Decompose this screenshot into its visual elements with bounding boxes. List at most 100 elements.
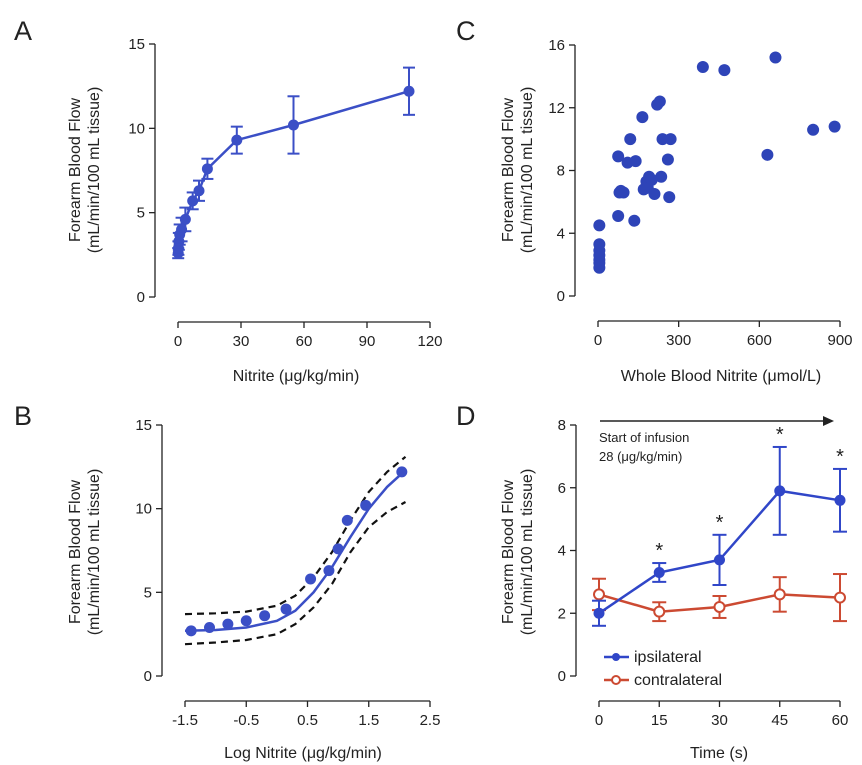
panel-b-x-tick-label: 2.5	[420, 712, 441, 729]
panel-b-y-tick-label: 10	[135, 501, 152, 518]
panel-a-y-axis-label-line: (mL/min/100 mL tissue)	[86, 87, 103, 254]
panel-c-point	[661, 153, 674, 166]
panel-a-point	[187, 195, 199, 207]
panel-d-x-tick-label: 0	[595, 712, 603, 729]
panel-d-significance-star: *	[776, 424, 784, 446]
panel-d-x-tick-label: 15	[651, 712, 668, 729]
panel-d-point-ipsilateral	[714, 554, 725, 566]
panel-a-point	[176, 224, 188, 236]
panel-d-y-axis-label: Forearm Blood Flow (mL/min/100 mL tissue)	[500, 469, 536, 636]
panel-b-x-axis-label: Log Nitrite (μg/kg/min)	[224, 745, 382, 762]
panel-a-y-axis-label-line: Forearm Blood Flow	[67, 98, 84, 242]
panel-label-c: C	[456, 16, 476, 46]
panel-c-point	[663, 191, 676, 204]
panel-d-y-axis-label-line: Forearm Blood Flow	[500, 480, 517, 624]
panel-c-y-tick-label: 4	[557, 225, 565, 242]
panel-c-y-tick-label: 16	[548, 37, 565, 54]
panel-a-x-tick-label: 90	[359, 333, 376, 350]
panel-c-point	[629, 155, 642, 168]
panel-a-point	[179, 213, 191, 225]
panel-d-point-contralateral	[593, 588, 605, 601]
panel-c-x-tick-label: 900	[827, 332, 852, 349]
infusion-arrowhead	[823, 416, 834, 426]
panel-c-y-tick-label: 0	[557, 288, 565, 305]
panel-c-y-axis-label-line: Forearm Blood Flow	[500, 98, 517, 242]
panel-b-y-axis-label-line: Forearm Blood Flow	[67, 480, 84, 624]
panel-c-x-tick-label: 300	[666, 332, 691, 349]
panel-a-point	[201, 163, 213, 175]
panel-d-axes	[570, 424, 841, 707]
infusion-annotation-line-2: 28 (μg/kg/min)	[599, 449, 682, 464]
panel-d-x-tick-label: 30	[711, 712, 728, 729]
panel-b-ci-upper	[184, 455, 407, 616]
panel-b-point	[305, 573, 317, 585]
panel-c-point	[648, 188, 661, 201]
panel-a-marks	[172, 66, 415, 260]
panel-c-x-tick-label: 0	[594, 332, 602, 349]
legend-contralateral-marker	[611, 675, 621, 685]
legend-ipsilateral-label: ipsilateral	[634, 649, 702, 666]
panel-d-point-contralateral	[773, 588, 786, 601]
panel-d-significance-star: *	[655, 540, 663, 562]
panel-d-y-tick-label: 0	[558, 668, 566, 685]
panel-b-x-tick-label: 0.5	[297, 712, 318, 729]
panel-c-point	[612, 150, 625, 163]
panel-d-y-axis-label-line: (mL/min/100 mL tissue)	[519, 469, 536, 636]
panel-d-x-axis-label: Time (s)	[690, 745, 748, 762]
panel-b-x-tick-label: -0.5	[233, 712, 259, 729]
panel-d-legend: ipsilateral contralateral	[604, 649, 722, 689]
panel-c-point	[664, 133, 677, 146]
panel-c-point	[645, 173, 658, 186]
panel-b-point	[280, 603, 292, 615]
panel-a-point	[403, 85, 415, 97]
panel-d-point-contralateral	[713, 600, 726, 613]
panel-b-ci-lower	[184, 501, 407, 646]
panel-d-point-ipsilateral	[774, 485, 786, 497]
panel-c-chart: 0 4 8 12 16 0 300 600 900 Whole Blood Nitrite (μ…	[500, 37, 853, 385]
panel-b-y-tick-label: 5	[144, 584, 152, 601]
panel-c-x-axis-label: Whole Blood Nitrite (μmol/L)	[621, 368, 821, 385]
panel-c-point	[718, 64, 731, 77]
panel-c-point	[628, 214, 641, 227]
panel-c-y-tick-label: 12	[548, 100, 565, 117]
panel-b-marks	[184, 455, 408, 646]
panel-d-significance-star: *	[716, 512, 724, 534]
panel-b-y-axis-label-line: (mL/min/100 mL tissue)	[86, 469, 103, 636]
panel-d-y-tick-label: 2	[558, 605, 566, 622]
legend-contralateral-label: contralateral	[634, 672, 722, 689]
panel-a-y-tick-label: 10	[128, 120, 145, 137]
panel-c-point	[593, 238, 606, 251]
panel-c-point	[828, 120, 841, 133]
panel-c-point	[761, 148, 774, 161]
panel-b-y-tick-label: 0	[144, 668, 152, 685]
panel-c-point	[624, 133, 637, 146]
panel-b-point	[323, 565, 335, 577]
panel-c-y-axis-label-line: (mL/min/100 mL tissue)	[519, 87, 536, 254]
panel-c-point	[636, 111, 649, 124]
panel-d-y-tick-label: 6	[558, 480, 566, 497]
panel-d-y-tick-label: 8	[558, 417, 566, 434]
panel-d-tick-labels: 0 2 4 6 8 0 15 30 45 60	[558, 417, 849, 729]
panel-b-point	[240, 615, 252, 627]
panel-c-point	[593, 219, 606, 232]
panel-a-y-tick-label: 15	[128, 36, 145, 53]
panel-b-point	[360, 499, 372, 511]
panel-a-axes	[149, 43, 431, 328]
panel-c-point	[653, 95, 666, 108]
panel-b-chart: 0 5 10 15 -1.5 -0.5 0.5 1.5 2.5 Log Nitrite (μg/…	[67, 417, 440, 762]
panel-b-x-tick-label: -1.5	[172, 712, 198, 729]
panel-b-point	[222, 618, 234, 630]
panel-d-point-ipsilateral	[834, 494, 846, 506]
legend-ipsilateral-marker	[612, 653, 620, 661]
panel-d-significance-star: *	[836, 446, 844, 468]
panel-b-x-tick-label: 1.5	[358, 712, 379, 729]
panel-d-point-contralateral	[653, 605, 666, 618]
panel-d-y-tick-label: 4	[558, 543, 566, 560]
panel-a-tick-labels: 0 5 10 15 0 30 60 90 120	[128, 36, 442, 350]
panel-b-y-axis-label: Forearm Blood Flow (mL/min/100 mL tissue)	[67, 469, 103, 636]
panel-a-y-axis-label: Forearm Blood Flow (mL/min/100 mL tissue)	[67, 87, 103, 254]
panel-c-y-axis-label: Forearm Blood Flow (mL/min/100 mL tissue)	[500, 87, 536, 254]
panel-b-point	[396, 466, 408, 478]
panel-a-chart: 0 5 10 15 0 30 60 90 120 Nitrite (μg/kg/min) For…	[67, 36, 443, 385]
